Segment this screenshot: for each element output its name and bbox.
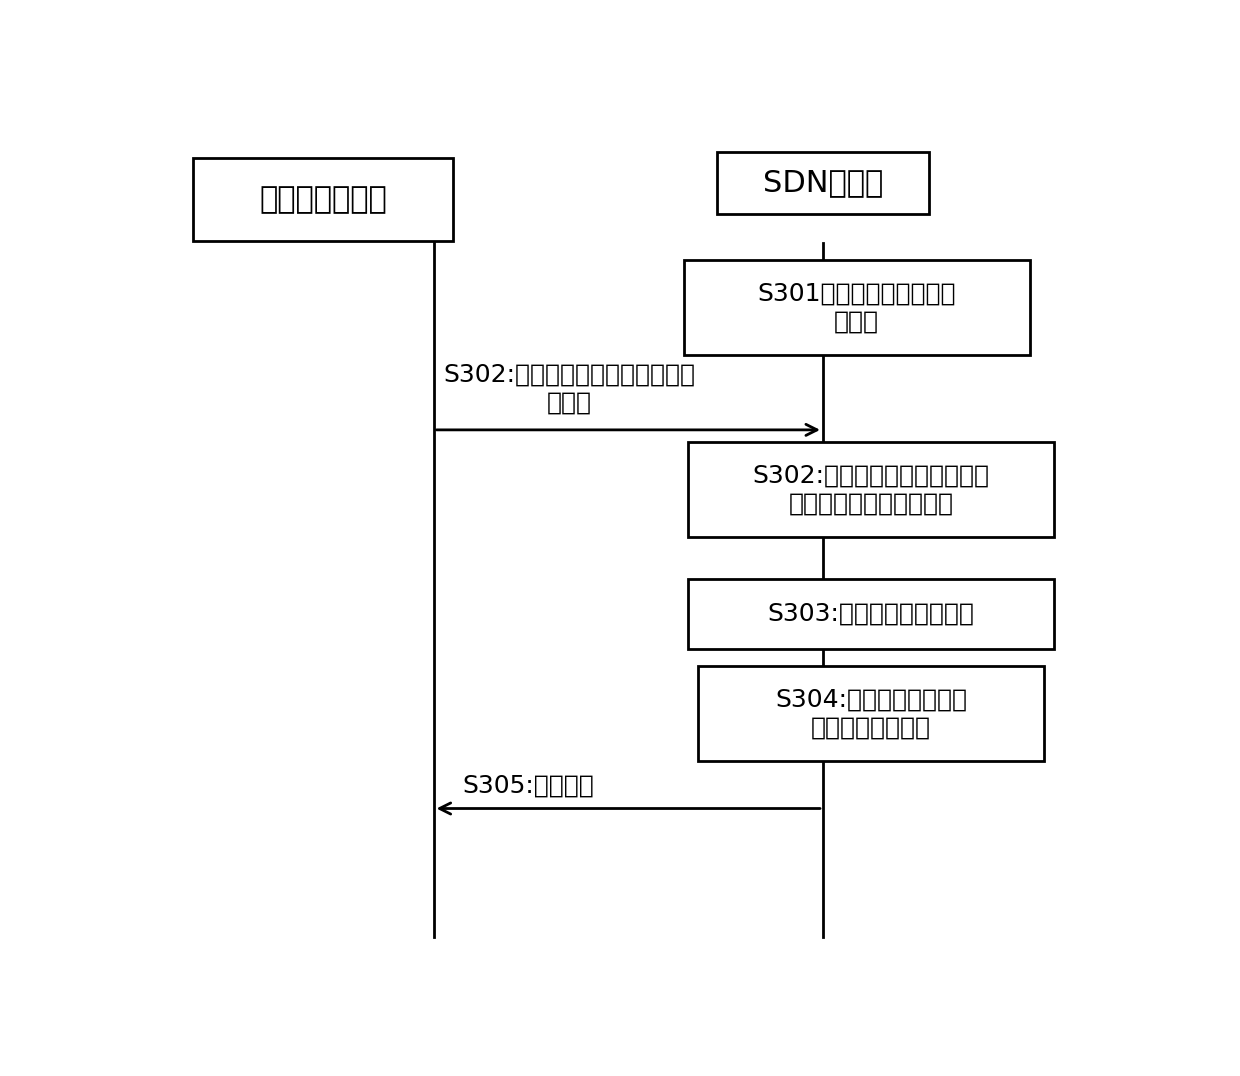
Text: S305:跳频指令: S305:跳频指令 — [463, 774, 594, 797]
Text: S303:确定需要跳频的站点: S303:确定需要跳频的站点 — [768, 601, 975, 626]
Bar — [717, 152, 929, 214]
Bar — [688, 442, 1054, 537]
Bar — [193, 158, 453, 241]
Text: 需要跳频的站点: 需要跳频的站点 — [259, 185, 387, 214]
Text: S304:计算需要跳频的站
点的最佳工作频点: S304:计算需要跳频的站 点的最佳工作频点 — [775, 688, 967, 739]
Bar — [688, 579, 1054, 649]
Bar — [698, 666, 1044, 761]
Text: SDN控制器: SDN控制器 — [763, 169, 883, 198]
Text: S302:节点标识和频点接收信号强
度信息: S302:节点标识和频点接收信号强 度信息 — [444, 363, 696, 414]
Bar — [683, 259, 1029, 355]
Text: S302:接收各个站点的节点标识
和频点接收信号强度信息: S302:接收各个站点的节点标识 和频点接收信号强度信息 — [753, 464, 990, 515]
Text: S301：获取各个站点的节
点信息: S301：获取各个站点的节 点信息 — [758, 281, 956, 334]
